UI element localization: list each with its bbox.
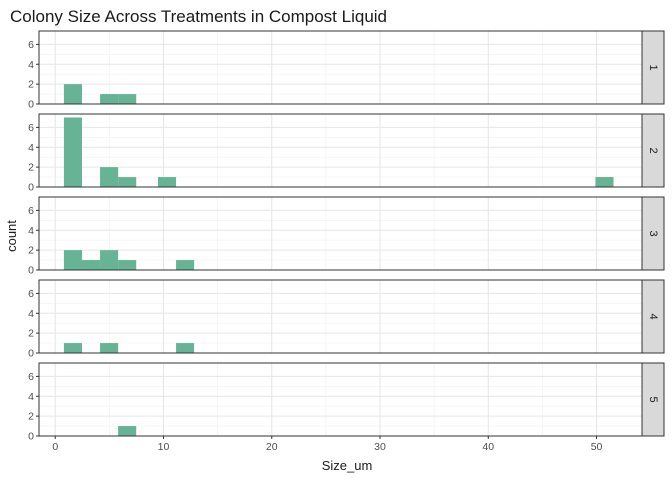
y-tick-label: 4: [28, 225, 34, 237]
facet-strip-label: 1: [647, 64, 659, 70]
y-tick-label: 6: [28, 39, 34, 51]
chart-title: Colony Size Across Treatments in Compost…: [10, 7, 387, 26]
facet-strip-label: 3: [647, 230, 659, 236]
facet-strip: [641, 30, 665, 105]
facet-panel-3: 0 2 4 6 3: [28, 196, 665, 277]
y-tick-label: 6: [28, 205, 34, 217]
histogram-bar: [176, 260, 195, 270]
histogram-bar: [81, 260, 101, 270]
facet-panels: 0 2 4 6 1 0 2 4 6 2 0 2 4 6 3 0 2 4 6 4 0 2 4 6 5: [28, 30, 665, 443]
panel-background: [39, 114, 642, 187]
histogram-bar: [63, 343, 82, 353]
facet-strip-label: 5: [647, 396, 659, 402]
histogram-bar: [118, 177, 137, 187]
histogram-bar: [118, 94, 137, 104]
histogram-bar: [100, 250, 119, 270]
x-tick-label: 10: [158, 441, 170, 453]
x-tick-label: 0: [52, 441, 58, 453]
panel-background: [39, 280, 642, 353]
facet-strip: [641, 113, 665, 188]
y-tick-label: 2: [28, 411, 34, 423]
facet-strip: [641, 196, 665, 271]
facet-strip: [641, 279, 665, 354]
y-tick-label: 4: [28, 308, 34, 320]
y-tick-label: 0: [28, 431, 34, 443]
x-tick-label: 50: [591, 441, 603, 453]
panel-background: [39, 363, 642, 436]
x-tick-label: 20: [266, 441, 278, 453]
y-tick-label: 2: [28, 328, 34, 340]
y-axis-title: count: [4, 220, 19, 252]
facet-panel-4: 0 2 4 6 4: [28, 279, 665, 360]
y-tick-label: 4: [28, 391, 34, 403]
y-tick-label: 6: [28, 371, 34, 383]
x-axis-title: Size_um: [322, 458, 373, 473]
histogram-bar: [100, 94, 119, 104]
panel-background: [39, 197, 642, 270]
y-tick-label: 2: [28, 162, 34, 174]
facet-strip-label: 4: [647, 313, 659, 319]
y-tick-label: 2: [28, 245, 34, 257]
histogram-bar: [100, 167, 119, 187]
facet-panel-5: 0 2 4 6 5: [28, 362, 665, 443]
x-tick-label: 40: [482, 441, 494, 453]
facet-panel-2: 0 2 4 6 2: [28, 113, 665, 194]
histogram-bar: [118, 426, 137, 436]
y-tick-label: 4: [28, 142, 34, 154]
histogram-bar: [118, 260, 137, 270]
y-tick-label: 2: [28, 79, 34, 91]
histogram-bar: [63, 84, 82, 104]
y-tick-label: 6: [28, 122, 34, 134]
x-axis: 0 10 20 30 40 50: [52, 436, 603, 453]
histogram-bar: [176, 343, 195, 353]
panel-background: [39, 31, 642, 104]
histogram-bar: [157, 177, 177, 187]
histogram-bar: [63, 117, 82, 187]
x-tick-label: 30: [374, 441, 386, 453]
histogram-bar: [100, 343, 119, 353]
y-tick-label: 0: [28, 182, 34, 194]
y-tick-label: 0: [28, 99, 34, 111]
y-tick-label: 6: [28, 288, 34, 300]
facet-strip-label: 2: [647, 147, 659, 153]
y-tick-label: 4: [28, 59, 34, 71]
facet-strip: [641, 362, 665, 437]
facet-panel-1: 0 2 4 6 1: [28, 30, 665, 111]
y-tick-label: 0: [28, 348, 34, 360]
y-tick-label: 0: [28, 265, 34, 277]
histogram-bar: [63, 250, 82, 270]
histogram-bar: [595, 177, 614, 187]
